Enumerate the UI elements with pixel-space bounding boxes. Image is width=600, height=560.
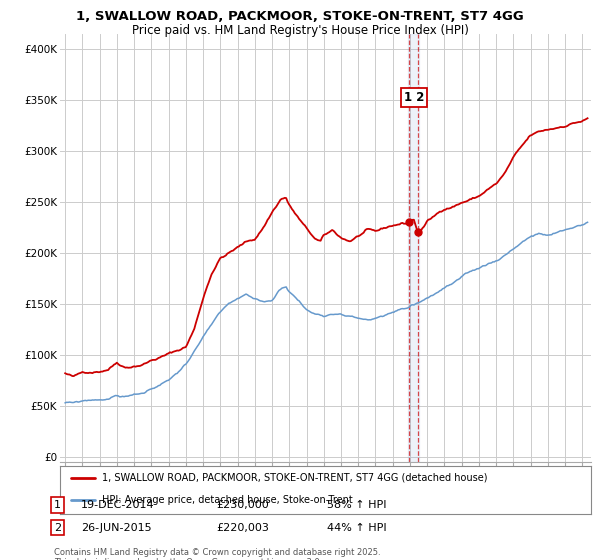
Text: Contains HM Land Registry data © Crown copyright and database right 2025.
This d: Contains HM Land Registry data © Crown c…	[54, 548, 380, 560]
Text: 58% ↑ HPI: 58% ↑ HPI	[327, 500, 386, 510]
Text: £220,003: £220,003	[216, 522, 269, 533]
Text: 26-JUN-2015: 26-JUN-2015	[81, 522, 152, 533]
Text: £230,000: £230,000	[216, 500, 269, 510]
Text: 1: 1	[54, 500, 61, 510]
Text: Price paid vs. HM Land Registry's House Price Index (HPI): Price paid vs. HM Land Registry's House …	[131, 24, 469, 36]
Bar	[409, 34, 419, 462]
Text: 2: 2	[54, 522, 61, 533]
Text: 19-DEC-2014: 19-DEC-2014	[81, 500, 155, 510]
Text: HPI: Average price, detached house, Stoke-on-Trent: HPI: Average price, detached house, Stok…	[103, 495, 353, 505]
Text: 1 2: 1 2	[404, 91, 424, 104]
Text: 1, SWALLOW ROAD, PACKMOOR, STOKE-ON-TRENT, ST7 4GG: 1, SWALLOW ROAD, PACKMOOR, STOKE-ON-TREN…	[76, 10, 524, 23]
Text: 1, SWALLOW ROAD, PACKMOOR, STOKE-ON-TRENT, ST7 4GG (detached house): 1, SWALLOW ROAD, PACKMOOR, STOKE-ON-TREN…	[103, 473, 488, 483]
Text: 44% ↑ HPI: 44% ↑ HPI	[327, 522, 386, 533]
